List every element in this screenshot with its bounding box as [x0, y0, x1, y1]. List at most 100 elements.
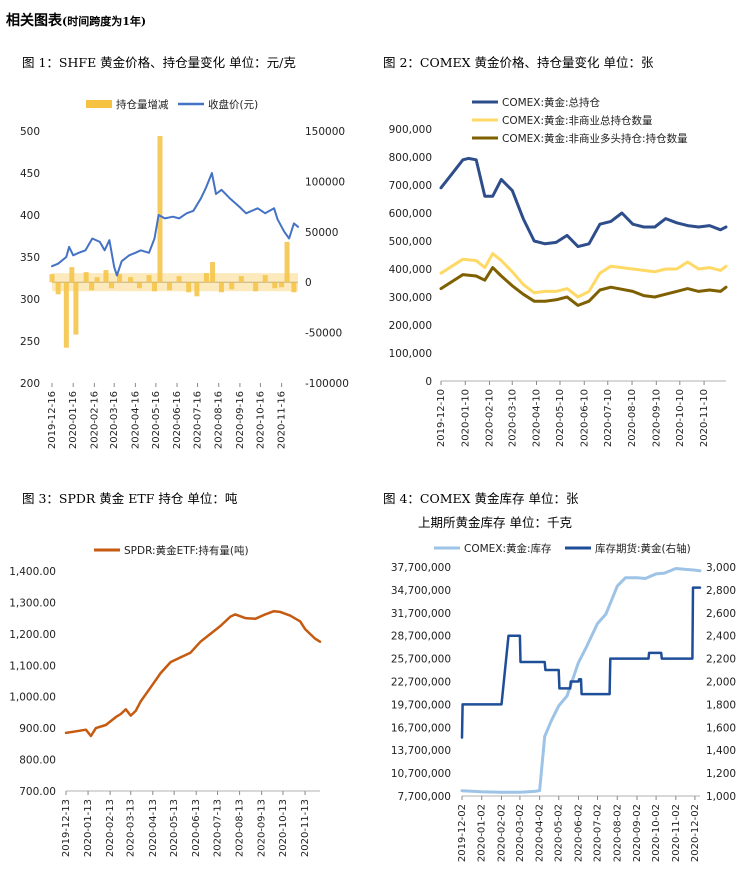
fig4-left-tick-label-6: 19,700,000 [391, 699, 451, 711]
fig1-x-tick-label-5: 2020-05-16 [151, 391, 162, 449]
fig3-x-tick-label-3: 2020-03-13 [126, 799, 137, 857]
fig4-x-tick-label-7: 2020-07-02 [593, 804, 604, 862]
fig2-line-2 [439, 266, 728, 307]
fig1-bar-14 [152, 282, 157, 292]
fig1-title: 图 1：SHFE 黄金价格、持仓量变化 单位：元/克 [22, 55, 296, 70]
fig2-x-tick-label-10: 2020-10-10 [675, 389, 686, 447]
fig3-y-tick-label-0: 1,400.00 [9, 566, 56, 578]
fig3-x-tick-label-4: 2020-04-13 [148, 799, 159, 857]
fig1-bar-28 [279, 282, 285, 288]
fig3-x-tick-label-6: 2020-06-13 [191, 799, 202, 857]
fig3-y-tick-label-4: 1,000.00 [9, 692, 56, 704]
fig1-x-tick-label-7: 2020-07-16 [193, 391, 204, 449]
fig2-y-tick-label-8: 100,000 [389, 348, 432, 360]
fig2-y-tick-label-9: 0 [425, 376, 432, 388]
fig1-x-tick-label-3: 2020-03-16 [109, 391, 120, 449]
fig4-x-tick-label-6: 2020-06-02 [573, 804, 584, 862]
fig2-x-tick-label-8: 2020-08-10 [627, 389, 638, 447]
fig1-bar-3 [69, 267, 75, 283]
fig1-bar-6 [89, 282, 95, 291]
fig1-bar-30 [291, 282, 297, 293]
fig2-x-tick-label-2: 2020-02-10 [485, 389, 496, 447]
fig2-legend-2-label: COMEX:黄金:非商业多头持仓:持仓数量 [502, 132, 688, 145]
fig1-bar-4 [73, 282, 79, 335]
fig4-x-tick-label-12: 2020-12-02 [690, 804, 701, 862]
fig1-left-tick-label-1: 450 [20, 168, 40, 180]
fig4-x-tick-label-9: 2020-09-02 [632, 804, 643, 862]
fig3-y-tick-label-7: 700.00 [19, 786, 56, 798]
fig2-x-tick-label-3: 2020-03-10 [507, 389, 518, 447]
fig1-bar-5 [83, 272, 89, 283]
fig3-title: 图 3：SPDR 黄金 ETF 持仓 单位：吨 [22, 491, 238, 506]
fig1-bar-11 [128, 277, 134, 283]
fig1-bar-29 [284, 241, 290, 283]
page-heading: 相关图表(时间跨度为1年) [6, 10, 146, 30]
fig1-bar-21 [210, 262, 216, 283]
fig1-x-tick-label-8: 2020-08-16 [214, 391, 225, 449]
fig1-bar-19 [194, 282, 200, 297]
fig4-x-tick-label-10: 2020-10-02 [651, 804, 662, 862]
fig4-legend-1-label: 库存期货:黄金(右轴) [595, 542, 691, 555]
fig1-x-tick-label-11: 2020-11-16 [277, 391, 288, 449]
fig1-x-tick-label-9: 2020-09-16 [235, 391, 246, 449]
fig4-right-tick-label-4: 2,200 [706, 654, 736, 666]
fig4-right-tick-label-0: 3,000 [706, 562, 736, 574]
fig2-y-tick-label-6: 300,000 [389, 292, 432, 304]
fig1-left-tick-label-5: 250 [20, 336, 40, 348]
fig1-x-tick-label-1: 2020-01-16 [68, 391, 79, 449]
fig3-x-tick-label-2: 2020-02-13 [105, 799, 116, 857]
fig1-bar-15 [157, 136, 163, 283]
fig1-left-tick-label-3: 350 [20, 252, 40, 264]
fig3-x-tick-label-9: 2020-09-13 [257, 799, 268, 857]
fig4-left-tick-label-8: 13,700,000 [391, 745, 451, 757]
fig4-x-tick-label-5: 2020-05-02 [554, 804, 565, 862]
fig4-right-tick-label-7: 1,600 [706, 722, 736, 734]
fig4-left-tick-label-4: 25,700,000 [391, 654, 451, 666]
fig4-x-tick-label-4: 2020-04-02 [535, 804, 546, 862]
fig4-line-shfe-stock [460, 586, 702, 739]
fig1-bar-8 [103, 270, 109, 283]
fig4-right-tick-label-6: 1,800 [706, 699, 736, 711]
fig4-left-tick-label-5: 22,700,000 [391, 677, 451, 689]
fig1-bar-25 [253, 282, 259, 292]
fig4-x-tick-label-1: 2020-01-02 [477, 804, 488, 862]
fig1-x-tick-label-10: 2020-10-16 [255, 391, 266, 449]
fig3-x-tick-label-0: 2019-12-13 [61, 799, 72, 857]
fig2-legend-1-label: COMEX:黄金:非商业总持仓数量 [502, 114, 653, 127]
fig4-right-tick-label-8: 1,400 [706, 745, 736, 757]
fig1-right-tick-label-1: 100000 [305, 176, 345, 188]
fig4-right-tick-label-2: 2,600 [706, 608, 736, 620]
fig1-bar-2 [63, 282, 69, 348]
fig1-bar-9 [108, 282, 114, 289]
fig4-subtitle: 上期所黄金库存 单位：千克 [418, 515, 572, 530]
fig1-x-tick-label-6: 2020-06-16 [172, 391, 183, 449]
fig1-right-tick-label-0: 150000 [305, 126, 345, 138]
fig1-bar-0 [49, 274, 55, 283]
fig4-right-tick-label-5: 2,000 [706, 677, 736, 689]
fig1-x-tick-label-2: 2020-02-16 [89, 391, 100, 449]
fig2-x-tick-label-11: 2020-11-10 [699, 389, 710, 447]
fig4-legend-0-label: COMEX:黄金:库存 [464, 542, 552, 555]
fig1-bar-26 [262, 275, 268, 283]
fig1-bar-10 [117, 274, 123, 283]
fig4-left-tick-label-9: 10,700,000 [391, 768, 451, 780]
fig3-y-tick-label-2: 1,200.00 [9, 629, 56, 641]
fig1-legend-0-swatch [86, 100, 112, 108]
fig2-x-tick-label-1: 2020-01-10 [460, 389, 471, 447]
fig1-left-tick-label-4: 300 [20, 294, 40, 306]
fig1-bar-16 [167, 282, 173, 291]
fig4-x-tick-label-11: 2020-11-02 [671, 804, 682, 862]
fig4-left-tick-label-7: 16,700,000 [391, 722, 451, 734]
fig4-x-tick-label-3: 2020-03-02 [515, 804, 526, 862]
fig2-line-1 [439, 252, 728, 299]
fig2-x-tick-label-0: 2019-12-10 [436, 389, 447, 447]
heading-note: (时间跨度为1年) [62, 15, 147, 28]
fig2-y-tick-label-0: 900,000 [389, 124, 432, 136]
fig4-right-tick-label-3: 2,400 [706, 631, 736, 643]
fig1-line-close [51, 172, 299, 277]
fig3-x-tick-label-11: 2020-11-13 [300, 799, 311, 857]
fig1-right-tick-label-2: 50000 [305, 227, 338, 239]
fig2-x-tick-label-7: 2020-07-10 [603, 389, 614, 447]
fig3-x-tick-label-5: 2020-05-13 [169, 799, 180, 857]
